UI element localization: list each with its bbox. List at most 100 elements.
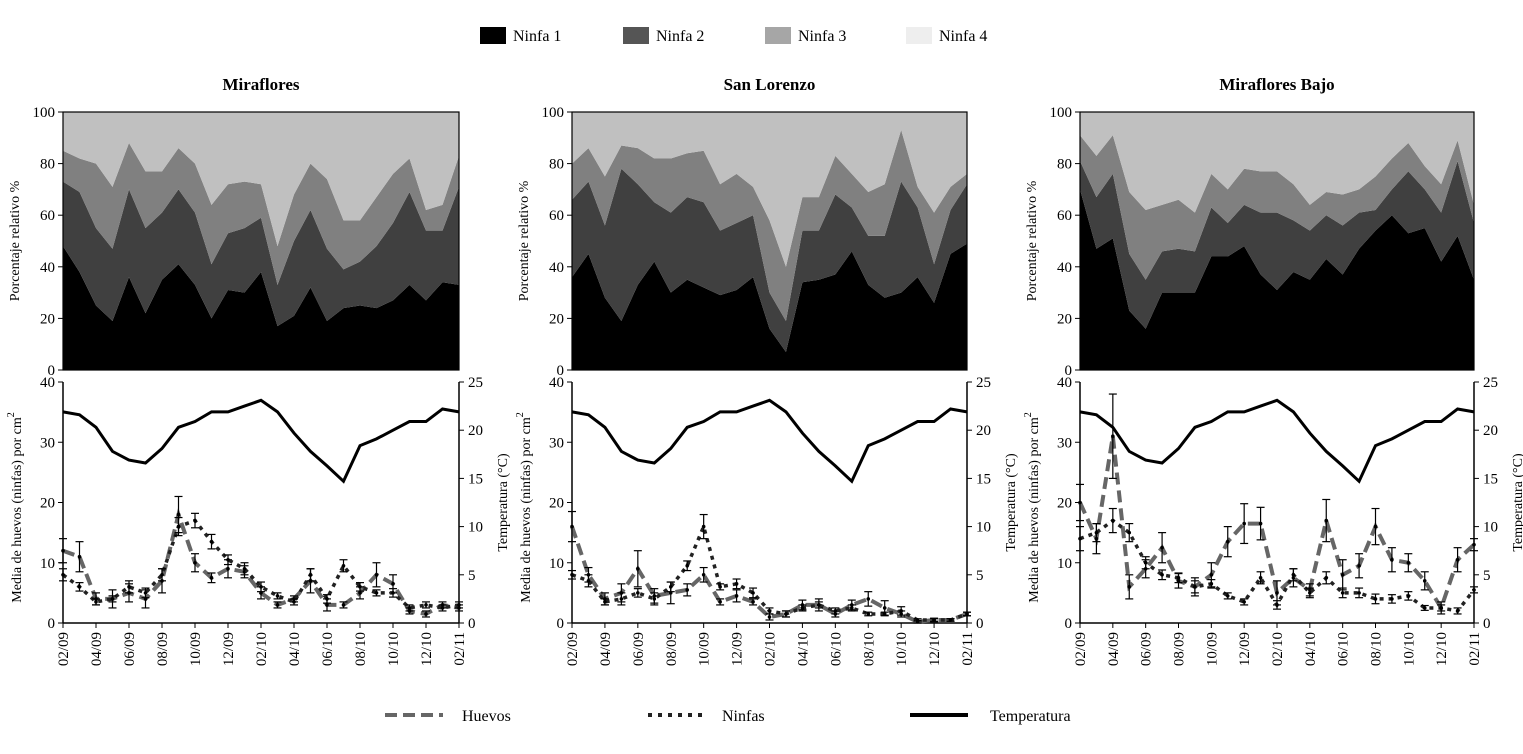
huevos-point xyxy=(77,554,82,559)
ninfas-point xyxy=(866,612,871,616)
area-ninfa1 xyxy=(63,246,459,370)
ninfas-point xyxy=(77,585,82,589)
legend-label: Ninfa 4 xyxy=(939,28,987,45)
ninfas-point xyxy=(701,524,706,529)
y-tick-label: 0 xyxy=(48,363,56,379)
legend-swatch xyxy=(765,27,791,44)
area-ninfa3 xyxy=(63,142,459,285)
y2-tick-label: 0 xyxy=(1483,616,1491,632)
ninfas-point xyxy=(143,591,148,595)
ninfas-point xyxy=(849,606,854,610)
huevos-point xyxy=(341,603,346,607)
top-plot-frame xyxy=(571,111,968,371)
bottom-y-axis-label: Media de huevos (ninfas) por cm2 xyxy=(515,412,534,602)
huevos-point xyxy=(1357,563,1361,568)
area-ninfa2 xyxy=(572,168,967,352)
ninfas-point xyxy=(751,591,755,595)
huevos-point xyxy=(685,588,690,592)
legend-item-ninfa-1: Ninfa 1 xyxy=(480,27,561,45)
ninfas-point xyxy=(817,603,821,607)
ninfas-point xyxy=(570,573,574,577)
huevos-point xyxy=(882,606,887,610)
huevos-point xyxy=(226,566,230,571)
ninfas-point xyxy=(1242,600,1246,604)
huevos-point xyxy=(1472,542,1476,547)
x-tick-label: 10/09 xyxy=(1204,632,1220,666)
bottom-y-axis-label: Media de huevos (ninfas) por cm2 xyxy=(1023,412,1042,602)
huevos-point xyxy=(767,615,772,619)
ninfas-point xyxy=(965,612,969,616)
ninfas-point xyxy=(275,594,280,598)
huevos-point xyxy=(751,600,755,604)
y-label-superscript: 2 xyxy=(515,412,526,417)
bottom-y-axis-label: Media de huevos (ninfas) por cm2 xyxy=(6,412,25,602)
right-y-axis-label: Temperatura (°C) xyxy=(496,453,511,552)
panel-title: Miraflores xyxy=(222,75,299,94)
y2-tick-label: 20 xyxy=(976,423,991,439)
huevos-point xyxy=(1225,539,1230,544)
y-tick-label: 0 xyxy=(557,363,565,379)
y2-tick-label: 20 xyxy=(468,423,483,439)
top-y-axis-label: Porcentaje relativo % xyxy=(1025,180,1040,301)
y2-tick-label: 10 xyxy=(1483,520,1498,536)
x-tick-label: 06/10 xyxy=(320,632,336,666)
top-plot-frame xyxy=(1079,111,1475,371)
y2-tick-label: 15 xyxy=(976,471,991,487)
ninfas-point xyxy=(226,557,230,562)
y2-tick-label: 0 xyxy=(976,616,984,632)
top-y-axis-label: Porcentaje relativo % xyxy=(517,180,532,301)
y-tick-label: 80 xyxy=(549,157,564,173)
x-tick-label: 04/09 xyxy=(1106,632,1122,666)
y-tick-label: 30 xyxy=(549,435,564,451)
temperatura-line xyxy=(1079,398,1475,484)
huevos-point xyxy=(193,560,197,565)
area-ninfa3 xyxy=(572,130,967,321)
legend-item-ninfa-2: Ninfa 2 xyxy=(623,27,704,45)
ninfas-point xyxy=(833,609,838,613)
ninfas-point xyxy=(915,618,920,622)
y-tick-label: 80 xyxy=(40,157,55,173)
x-tick-label: 06/10 xyxy=(828,632,844,666)
x-tick-label: 02/11 xyxy=(1467,632,1483,666)
legend-swatch xyxy=(480,27,506,44)
ninfas-point xyxy=(209,539,214,544)
ninfas-point xyxy=(1127,530,1132,535)
ninfas-point xyxy=(1373,597,1378,601)
ninfas-point xyxy=(110,597,115,601)
ninfas-point xyxy=(1209,582,1214,586)
y-tick-label: 100 xyxy=(542,105,565,121)
huevos-point xyxy=(734,594,739,598)
y2-tick-label: 25 xyxy=(1483,375,1498,391)
y-label-text: Media de huevos (ninfas) por cm xyxy=(10,417,25,603)
huevos-point xyxy=(1111,434,1115,439)
huevos-point xyxy=(1258,521,1263,526)
x-tick-label: 04/10 xyxy=(795,632,811,666)
y-tick-label: 0 xyxy=(1065,616,1073,632)
huevos-point xyxy=(1422,579,1427,583)
ninfas-point xyxy=(932,618,936,622)
legend-item-ninfa-3: Ninfa 3 xyxy=(765,27,846,45)
ninfas-point xyxy=(800,606,805,610)
huevos-point xyxy=(718,600,722,604)
ninfas-point xyxy=(767,609,772,613)
y2-tick-label: 25 xyxy=(468,375,483,391)
legend-swatch xyxy=(906,27,932,44)
y2-tick-label: 5 xyxy=(976,568,984,584)
area-ninfa4 xyxy=(1080,112,1474,213)
x-tick-label: 04/09 xyxy=(89,632,105,666)
y-tick-label: 0 xyxy=(557,616,565,632)
panel-title: Miraflores Bajo xyxy=(1219,75,1334,94)
y2-tick-label: 10 xyxy=(976,520,991,536)
huevos-point xyxy=(1275,591,1279,595)
ninfas-point xyxy=(668,585,673,589)
x-tick-label: 08/10 xyxy=(861,632,877,666)
huevos-point xyxy=(1078,500,1082,505)
x-tick-label: 04/10 xyxy=(1303,632,1319,666)
y-tick-label: 0 xyxy=(48,616,56,632)
temperatura-line xyxy=(62,398,460,484)
ninfas-point xyxy=(619,597,624,601)
huevos-point xyxy=(374,573,379,577)
ninfas-point xyxy=(242,566,247,571)
ninfas-point xyxy=(1111,518,1115,523)
